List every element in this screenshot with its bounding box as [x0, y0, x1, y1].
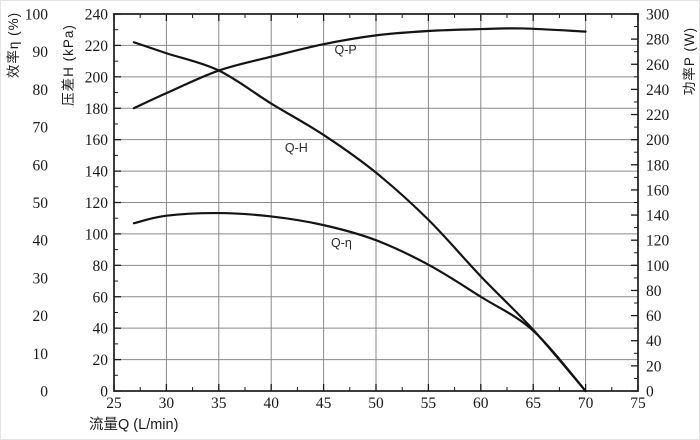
eta-tick-label: 60 — [33, 157, 49, 174]
p-tick-label: 20 — [646, 358, 662, 375]
p-tick-label: 200 — [646, 132, 670, 149]
p-tick-label: 120 — [646, 233, 670, 250]
h-tick-label: 140 — [85, 164, 109, 181]
curve-label-q-eta: Q-η — [331, 236, 352, 250]
p-tick-label: 160 — [646, 182, 670, 199]
p-tick-label: 240 — [646, 82, 670, 99]
head-axis-title: 压差H (kPa) — [61, 24, 76, 106]
gridlines — [114, 14, 638, 391]
x-tick-label: 55 — [421, 395, 437, 412]
eta-tick-label: 10 — [33, 346, 49, 363]
x-tick-label: 60 — [473, 395, 489, 412]
p-tick-label: 60 — [646, 308, 662, 325]
p-tick-label: 300 — [646, 7, 670, 24]
p-tick-label: 260 — [646, 57, 670, 74]
x-tick-label: 30 — [159, 395, 175, 412]
h-tick-label: 40 — [93, 321, 109, 338]
p-tick-label: 180 — [646, 157, 670, 174]
efficiency-axis-title: 效率η (%) — [6, 11, 21, 79]
plot-border — [113, 13, 639, 392]
h-tick-label: 0 — [100, 384, 108, 401]
flow-axis-title: 流量Q (L/min) — [89, 417, 179, 433]
tick-labels: 25 30 35 40 45 50 55 60 65 70 75010203040506070809… — [25, 7, 670, 413]
eta-tick-label: 40 — [33, 233, 49, 250]
p-tick-label: 100 — [646, 258, 670, 275]
x-tick-label: 75 — [630, 395, 646, 412]
x-tick-label: 65 — [525, 395, 541, 412]
p-tick-label: 0 — [646, 384, 654, 401]
h-tick-label: 220 — [85, 38, 109, 55]
eta-tick-label: 70 — [33, 120, 49, 137]
curve-q-h — [132, 41, 587, 393]
eta-tick-label: 100 — [25, 7, 49, 24]
h-tick-label: 100 — [85, 226, 109, 243]
curve-label-q-p: Q-P — [334, 43, 356, 57]
eta-tick-label: 30 — [33, 270, 49, 287]
h-tick-label: 200 — [85, 69, 109, 86]
eta-tick-label: 90 — [33, 44, 49, 61]
eta-tick-label: 50 — [33, 195, 49, 212]
p-tick-label: 40 — [646, 333, 662, 350]
x-tick-label: 35 — [211, 395, 227, 412]
h-tick-label: 60 — [93, 289, 109, 306]
eta-tick-label: 80 — [33, 82, 49, 99]
h-tick-label: 80 — [93, 258, 109, 275]
h-tick-label: 160 — [85, 132, 109, 149]
eta-tick-label: 20 — [33, 308, 49, 325]
h-tick-label: 120 — [85, 195, 109, 212]
h-tick-label: 240 — [85, 7, 109, 24]
h-tick-label: 180 — [85, 101, 109, 118]
h-tick-label: 20 — [93, 352, 109, 369]
x-tick-label: 70 — [578, 395, 594, 412]
p-tick-label: 140 — [646, 208, 670, 225]
eta-tick-label: 0 — [40, 384, 48, 401]
x-tick-label: 40 — [263, 395, 279, 412]
x-tick-label: 50 — [368, 395, 384, 412]
p-tick-label: 280 — [646, 32, 670, 49]
power-axis-title: 功率P (W) — [682, 26, 697, 96]
p-tick-label: 220 — [646, 107, 670, 124]
curve-label-q-h: Q-H — [285, 141, 308, 155]
curve-q-eta — [132, 211, 587, 393]
x-tick-label: 25 — [106, 395, 122, 412]
x-tick-label: 45 — [316, 395, 332, 412]
curve-q-p — [132, 27, 587, 110]
p-tick-label: 80 — [646, 283, 662, 300]
